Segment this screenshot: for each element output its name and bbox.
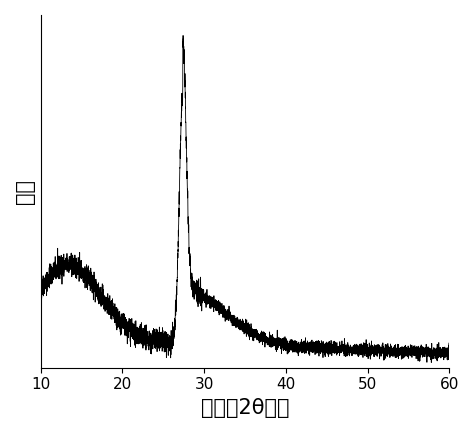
- X-axis label: 衍射角2θ／度: 衍射角2θ／度: [201, 398, 289, 418]
- Y-axis label: 强度: 强度: [15, 179, 35, 204]
